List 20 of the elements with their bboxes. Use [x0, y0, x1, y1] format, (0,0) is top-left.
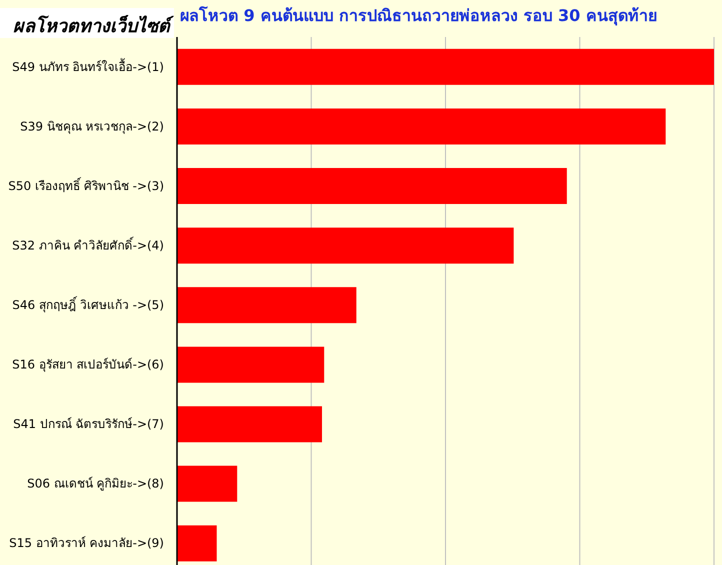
bar — [177, 466, 238, 502]
y-tick-label: S32 ภาคิน คำวิลัยศักดิ์->(4) — [12, 236, 164, 252]
bar — [177, 406, 322, 442]
bar — [177, 108, 666, 144]
y-tick-label: S15 อาทิวราห์ คงมาลัย->(9) — [9, 536, 164, 550]
bar — [177, 168, 567, 204]
y-tick-label: S06 ณเดชน์ คูกิมิยะ->(8) — [27, 476, 164, 492]
bar — [177, 48, 714, 85]
y-tick-label: S39 นิชคุณ หรเวชกุล->(2) — [20, 119, 164, 134]
bar — [177, 525, 217, 562]
chart-title: ผลโหวต 9 คนต้นแบบ การปณิธานถวายพ่อหลวง รอบ 30 คนสุดท้าย — [180, 5, 657, 28]
y-tick-label: S46 สุกฤษฎิ์ วิเศษแก้ว ->(5) — [12, 296, 164, 313]
heading-box: ผลโหวตทางเว็บไซต์ — [0, 8, 174, 38]
y-tick-label: S41 ปกรณ์ ฉัตรบริรักษ์->(7) — [13, 417, 164, 432]
bar — [177, 287, 356, 324]
y-tick-label: S49 นภัทร อินทร์ใจเอื้อ->(1) — [12, 58, 164, 74]
bar — [177, 346, 324, 383]
y-tick-label: S50 เรืองฤทธิ์ ศิริพานิช ->(3) — [8, 176, 164, 193]
bar — [177, 228, 514, 264]
y-tick-label: S16 อุรัสยา สเปอร์บันด์->(6) — [12, 358, 164, 373]
